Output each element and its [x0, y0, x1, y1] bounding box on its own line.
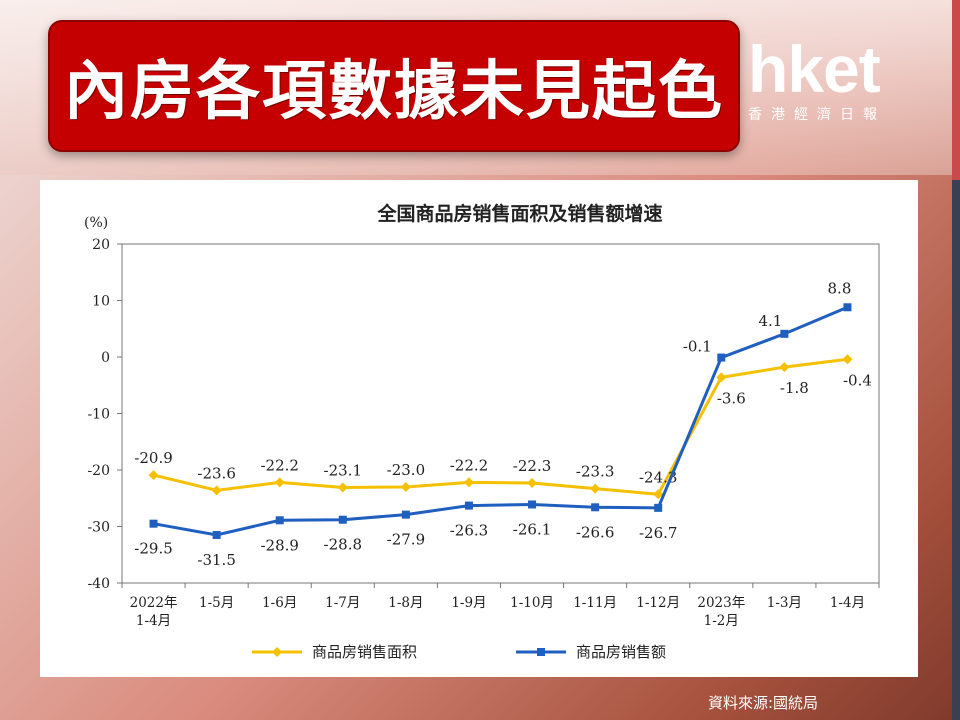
data-label: -22.2	[260, 456, 298, 474]
data-label: -26.7	[639, 524, 677, 542]
x-tick-label: 1-7月	[325, 595, 360, 611]
hket-logo: hket 香港經濟日報	[748, 36, 918, 124]
data-label: -23.3	[576, 463, 614, 481]
y-tick-label: 10	[92, 294, 110, 310]
data-label: -27.9	[387, 531, 425, 549]
data-label: -20.9	[134, 449, 172, 467]
data-point	[211, 485, 222, 496]
data-point	[401, 510, 410, 519]
data-point	[400, 481, 411, 492]
logo-wordmark: hket	[748, 32, 881, 106]
data-point	[463, 477, 474, 488]
y-tick-label: -30	[87, 520, 110, 536]
data-label: -28.9	[260, 536, 298, 554]
data-point	[464, 501, 473, 510]
y-tick-label: 20	[92, 237, 110, 253]
source-note: 資料來源:國統局	[708, 694, 819, 712]
x-tick-label: 1-9月	[451, 595, 486, 611]
right-edge-bar	[952, 0, 960, 720]
x-tick-label: 2022年	[130, 595, 178, 611]
title-banner: 內房各項數據未見起色	[48, 20, 740, 152]
x-tick-label: 1-8月	[388, 595, 423, 611]
legend-marker	[272, 647, 282, 657]
y-tick-label: -10	[87, 407, 110, 423]
data-point	[653, 489, 664, 500]
legend-label: 商品房销售额	[576, 643, 666, 661]
data-point	[337, 482, 348, 493]
data-point	[212, 530, 221, 539]
data-label: -23.1	[324, 462, 362, 480]
data-label: -0.4	[843, 371, 872, 389]
data-point	[780, 329, 789, 338]
data-label: -22.2	[450, 456, 488, 474]
legend-marker	[537, 648, 545, 656]
data-label: -31.5	[197, 551, 235, 569]
data-label: 4.1	[758, 312, 782, 330]
chart-panel: 全国商品房销售面积及销售额增速 (%) 20 10 0 -10 -20 -30 -40 20…	[40, 180, 918, 677]
data-point	[528, 500, 537, 509]
data-label: 8.8	[828, 279, 852, 297]
series-line-area	[153, 357, 848, 496]
x-tick-label: 1-12月	[636, 595, 680, 611]
x-tick-label: 1-2月	[704, 613, 739, 629]
data-point	[275, 516, 284, 525]
data-label: -28.8	[324, 536, 362, 554]
data-point	[148, 470, 159, 481]
data-point	[527, 477, 538, 488]
data-label: -26.3	[450, 522, 488, 540]
legend-label: 商品房销售面积	[312, 643, 417, 661]
logo-subtitle: 香港經濟日報	[748, 107, 886, 123]
y-axis-unit: (%)	[84, 215, 108, 231]
plot-frame	[121, 243, 880, 584]
x-tick-label: 1-6月	[262, 595, 297, 611]
data-point	[717, 353, 726, 362]
x-tick-label: 1-10月	[510, 595, 554, 611]
x-tick-label: 1-4月	[136, 613, 171, 629]
data-label: -1.8	[780, 379, 809, 397]
data-label: -29.5	[134, 540, 172, 558]
x-tick-label: 1-11月	[573, 595, 617, 611]
data-label: -22.3	[513, 457, 551, 475]
y-tick-label: -20	[87, 463, 110, 479]
data-point	[338, 515, 347, 524]
data-label: -23.0	[387, 461, 425, 479]
right-edge-accent	[952, 0, 960, 180]
data-point	[274, 477, 285, 488]
x-tick-label: 1-5月	[199, 595, 234, 611]
chart-title: 全国商品房销售面积及销售额增速	[376, 202, 662, 225]
data-point	[590, 483, 601, 494]
page-title: 內房各項數據未見起色	[64, 55, 724, 129]
data-label: -23.6	[197, 464, 235, 482]
data-point	[842, 354, 853, 365]
line-chart: 全国商品房销售面积及销售额增速 (%) 20 10 0 -10 -20 -30 -40 20…	[84, 202, 880, 661]
y-tick-label: 0	[101, 350, 110, 366]
data-label: -26.1	[513, 520, 551, 538]
data-point	[716, 372, 727, 383]
data-point	[654, 503, 663, 512]
data-label: -3.6	[717, 389, 746, 407]
data-label: -0.1	[683, 338, 712, 356]
data-point	[779, 362, 790, 373]
series-line-sales	[153, 305, 849, 537]
x-tick-label: 1-4月	[830, 595, 865, 611]
data-label: -26.6	[576, 523, 614, 541]
data-point	[591, 503, 600, 512]
x-tick-label: 2023年	[697, 595, 745, 611]
y-tick-label: -40	[87, 576, 110, 592]
data-point	[149, 519, 158, 528]
data-point	[843, 303, 852, 312]
x-tick-label: 1-3月	[767, 595, 802, 611]
